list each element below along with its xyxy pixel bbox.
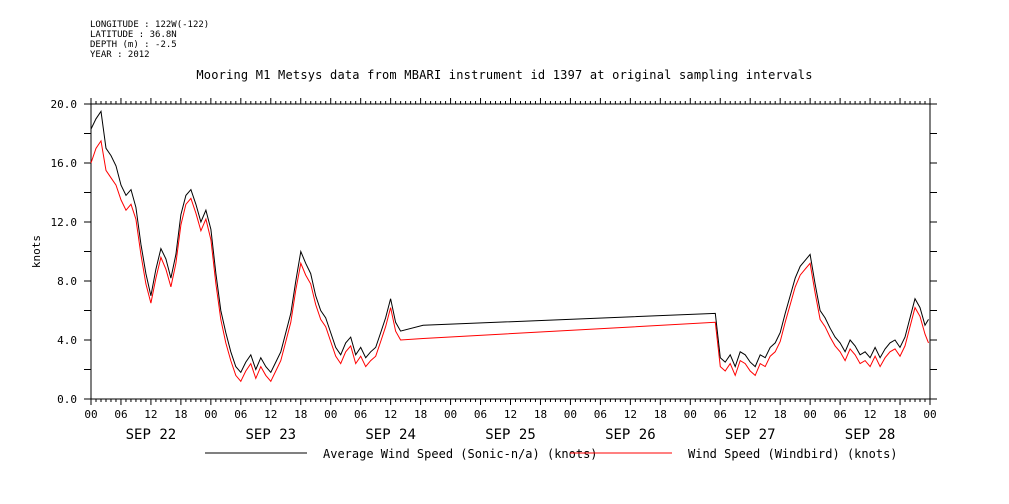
latitude-text: LATITUDE : 36.8N (90, 30, 177, 40)
plot-frame (90, 103, 931, 400)
x-tick-label: 00 (804, 408, 817, 421)
longitude-text: LONGITUDE : 122W(-122) (90, 20, 210, 30)
date-label: SEP 22 (126, 427, 177, 443)
x-tick-label: 12 (264, 408, 277, 421)
axes-layer: 00 06 12 18 00 06 12 18 00 06 12 18 00 06 12 18 00 06 12 18… (30, 98, 937, 443)
series-line-average-wind-speed (90, 110, 929, 374)
legend: Average Wind Speed (Sonic-n/a) (knots) W… (205, 447, 898, 461)
y-tick-label: 20.0 (51, 98, 78, 111)
y-tick-label: 16.0 (51, 157, 78, 170)
x-tick-label: 00 (84, 408, 97, 421)
year-text: YEAR : 2012 (90, 50, 150, 60)
date-label: SEP 25 (485, 427, 536, 443)
x-tick-label: 06 (594, 408, 607, 421)
x-tick-label: 06 (714, 408, 727, 421)
x-tick-label: 18 (414, 408, 427, 421)
x-tick-label: 12 (744, 408, 757, 421)
y-tick-label: 4.0 (57, 334, 77, 347)
date-label: SEP 27 (725, 427, 776, 443)
series-line-windbird-speed (90, 139, 929, 383)
x-tick-label: 18 (534, 408, 547, 421)
x-tick-label: 06 (234, 408, 247, 421)
x-tick-label: 12 (624, 408, 637, 421)
x-tick-label: 18 (893, 408, 906, 421)
x-tick-label: 00 (204, 408, 217, 421)
x-tick-label: 06 (114, 408, 127, 421)
x-tick-label: 12 (504, 408, 517, 421)
x-tick-label: 00 (684, 408, 697, 421)
x-tick-label: 12 (863, 408, 876, 421)
x-tick-label: 12 (384, 408, 397, 421)
x-tick-label: 18 (174, 408, 187, 421)
y-tick-label: 0.0 (57, 393, 77, 406)
series-layer (90, 110, 929, 383)
y-tick-label: 12.0 (51, 216, 78, 229)
x-tick-label: 18 (654, 408, 667, 421)
date-label: SEP 24 (365, 427, 416, 443)
date-label: SEP 23 (245, 427, 296, 443)
x-tick-label: 00 (923, 408, 936, 421)
x-tick-label: 06 (474, 408, 487, 421)
metadata-block: LONGITUDE : 122W(-122) LATITUDE : 36.8N … (90, 20, 209, 60)
y-axis-label: knots (30, 235, 43, 268)
x-tick-label: 18 (774, 408, 787, 421)
x-tick-label: 00 (444, 408, 457, 421)
legend-label-average-wind-speed: Average Wind Speed (Sonic-n/a) (knots) (323, 447, 598, 461)
legend-label-windbird-speed: Wind Speed (Windbird) (knots) (688, 447, 898, 461)
date-label: SEP 28 (845, 427, 896, 443)
x-tick-label: 06 (833, 408, 846, 421)
x-tick-label: 00 (324, 408, 337, 421)
date-label: SEP 26 (605, 427, 656, 443)
depth-text: DEPTH (m) : -2.5 (90, 40, 177, 50)
x-tick-label: 18 (294, 408, 307, 421)
chart-title: Mooring M1 Metsys data from MBARI instru… (196, 68, 813, 82)
y-tick-label: 8.0 (57, 275, 77, 288)
x-tick-label: 00 (564, 408, 577, 421)
x-tick-label: 12 (144, 408, 157, 421)
x-tick-label: 06 (354, 408, 367, 421)
